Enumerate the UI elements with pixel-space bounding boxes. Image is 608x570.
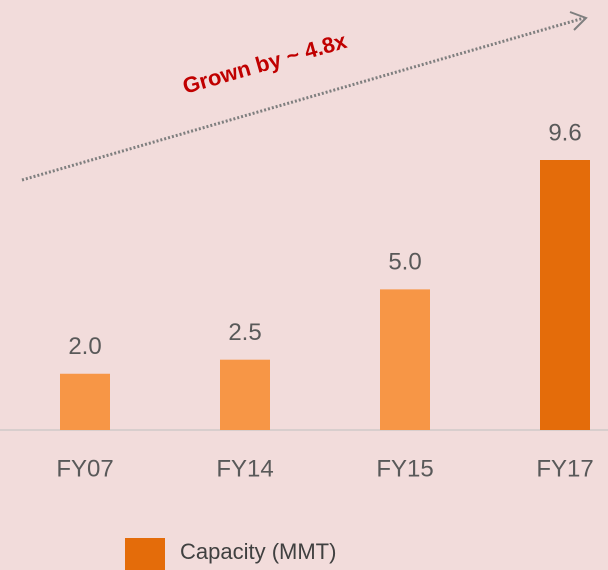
bar [380, 289, 430, 430]
legend-label: Capacity (MMT) [180, 539, 336, 564]
data-label: 9.6 [548, 119, 581, 146]
growth-arrow [21, 16, 585, 182]
data-label: 5.0 [388, 249, 421, 276]
arrow-head [569, 11, 588, 31]
bar [220, 359, 270, 430]
legend-swatch [125, 538, 165, 570]
bar [540, 160, 590, 430]
x-tick-label: FY15 [376, 455, 433, 482]
bar [60, 373, 110, 430]
x-tick-label: FY17 [536, 455, 593, 482]
data-label: 2.0 [68, 333, 101, 360]
data-label: 2.5 [228, 319, 261, 346]
x-tick-label: FY07 [56, 455, 113, 482]
x-tick-label: FY14 [216, 455, 273, 482]
